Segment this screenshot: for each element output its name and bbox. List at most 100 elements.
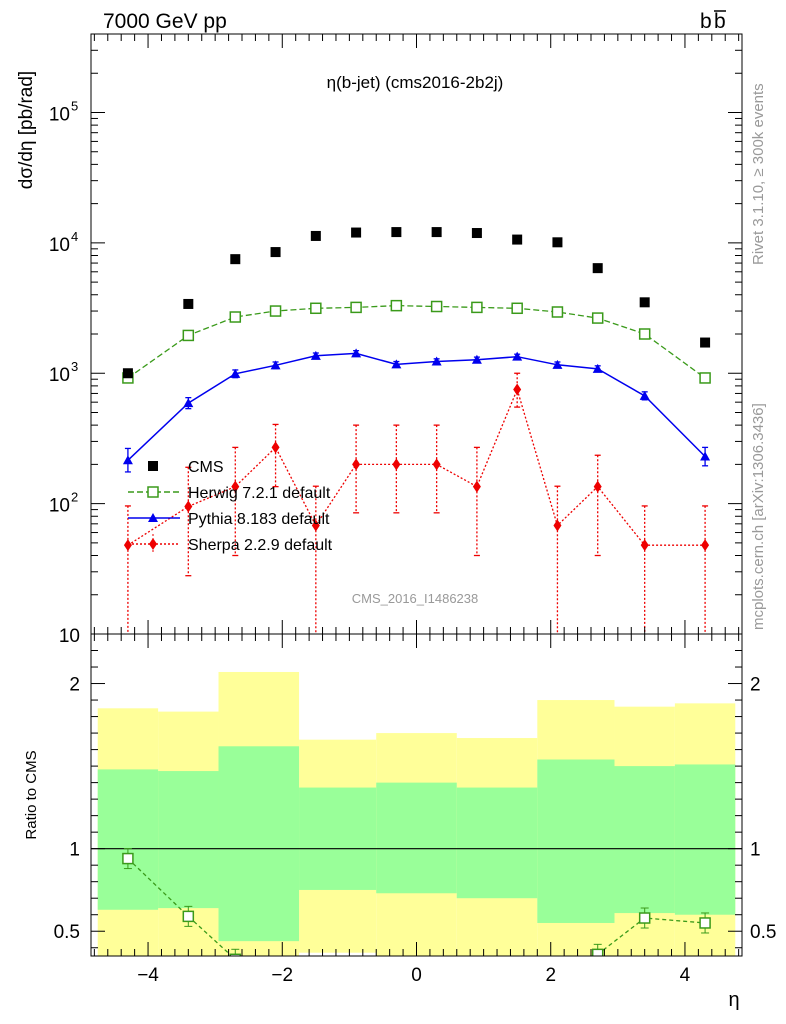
- ratio-y-tick-label: 1: [69, 840, 80, 861]
- y-axis-label: dσ/dη [pb/rad]: [16, 71, 37, 189]
- sherpa-point: [472, 480, 481, 493]
- sherpa-point: [513, 383, 522, 396]
- cms-point: [351, 227, 362, 238]
- herwig-point: [350, 301, 362, 314]
- x-tick-label: −2: [271, 965, 293, 986]
- sherpa-point: [593, 480, 602, 493]
- legend-sherpa-marker: [149, 538, 157, 550]
- x-tick-label: 4: [680, 965, 691, 986]
- mcplots-label: mcplots.cern.ch [arXiv:1306.3436]: [750, 403, 767, 630]
- sherpa-point: [123, 539, 132, 552]
- ratio-herwig-point: [638, 912, 651, 924]
- y-tick-exponent: 2: [71, 490, 78, 505]
- uncertainty-band-green: [456, 787, 538, 899]
- rivet-label: Rivet 3.1.10, ≥ 300k events: [750, 83, 767, 265]
- ratio-herwig-point: [182, 910, 195, 923]
- y-tick-label: 10: [49, 365, 70, 386]
- sherpa-line: [127, 387, 706, 546]
- pythia-point: [592, 363, 603, 373]
- uncertainty-band-green: [537, 759, 615, 923]
- cms-point: [512, 234, 523, 245]
- watermark: CMS_2016_I1486238: [352, 591, 479, 606]
- uncertainty-band-green: [376, 782, 457, 894]
- ratio-marks: [91, 671, 742, 956]
- energy-label: 7000 GeV pp: [103, 10, 227, 33]
- pythia-point: [552, 359, 563, 369]
- ratio-y-tick-label-right: 2: [750, 675, 761, 696]
- uncertainty-band-green: [97, 769, 159, 910]
- herwig-point: [182, 329, 195, 342]
- legend-pythia-label: Pythia 8.183 default: [188, 511, 330, 528]
- process-b: b: [700, 10, 712, 33]
- cms-point: [122, 368, 133, 379]
- pythia-point: [351, 348, 362, 358]
- main-marks: [122, 227, 711, 634]
- pythia-point: [122, 455, 133, 465]
- herwig-point: [310, 302, 322, 315]
- legend-herwig-label: Herwig 7.2.1 default: [188, 485, 331, 502]
- cms-point: [310, 230, 321, 241]
- sherpa-point: [311, 519, 320, 532]
- legend-cms-marker: [148, 461, 158, 471]
- ratio-herwig-point: [591, 948, 604, 956]
- cms-point: [700, 337, 711, 348]
- cms-point: [183, 298, 194, 309]
- process-label: b b: [700, 10, 726, 33]
- uncertainty-band-green: [218, 746, 300, 942]
- pythia-point: [431, 356, 442, 366]
- sherpa-point: [640, 539, 649, 552]
- cms-point: [471, 228, 482, 239]
- process-bbar: b: [714, 10, 726, 33]
- ratio-ticks: 0.5 0.5 1 1 2 2 −4 −2 0 2 4: [54, 634, 776, 986]
- herwig-point: [471, 301, 483, 314]
- ratio-y-tick-label-right: 0.5: [750, 922, 776, 943]
- chart-title: η(b-jet) (cms2016-2b2j): [327, 73, 504, 92]
- ratio-herwig-point: [229, 953, 242, 956]
- x-tick-label: 2: [545, 965, 556, 986]
- sherpa-point: [553, 519, 562, 532]
- herwig-point: [591, 312, 604, 324]
- ratio-herwig-line: [127, 858, 233, 956]
- legend-herwig-marker: [147, 486, 159, 498]
- pythia-point: [471, 354, 482, 364]
- x-tick-label: −4: [137, 965, 159, 986]
- cms-point: [230, 254, 241, 265]
- herwig-point: [390, 299, 403, 312]
- x-tick-label: 0: [411, 965, 422, 986]
- herwig-point: [430, 300, 443, 313]
- sherpa-point: [271, 441, 280, 454]
- herwig-line: [127, 304, 706, 379]
- sherpa-point: [392, 458, 401, 471]
- pythia-point: [639, 390, 650, 400]
- cms-point: [639, 297, 650, 308]
- y-tick-exponent: 5: [71, 98, 78, 113]
- ratio-y-label: Ratio to CMS: [23, 750, 40, 839]
- pythia-point: [700, 451, 711, 461]
- ratio-panel: 0.5 0.5 1 1 2 2 −4 −2 0 2 4 Ratio to CMS η: [23, 633, 776, 1011]
- pythia-point: [310, 350, 321, 360]
- herwig-point: [699, 372, 711, 384]
- pythia-point: [512, 351, 523, 361]
- sherpa-point: [184, 500, 193, 513]
- herwig-point: [229, 311, 242, 323]
- legend-cms-label: CMS: [188, 459, 224, 476]
- y-tick-exponent: 4: [71, 229, 78, 244]
- pythia-point: [230, 368, 241, 378]
- sherpa-point: [352, 458, 361, 471]
- pythia-point: [270, 360, 281, 370]
- ratio-y-tick-label: 2: [69, 675, 80, 696]
- cms-point: [552, 237, 563, 248]
- sherpa-point: [231, 480, 240, 493]
- legend-sherpa-label: Sherpa 2.2.9 default: [188, 537, 333, 554]
- herwig-point: [511, 302, 523, 315]
- sherpa-point: [432, 458, 441, 471]
- y-tick-exponent: 3: [71, 359, 78, 374]
- pythia-point: [183, 398, 194, 408]
- ratio-y-tick-label: 0.5: [54, 922, 80, 943]
- cms-point: [592, 263, 603, 274]
- legend-pythia-marker: [148, 513, 158, 522]
- cms-point: [270, 247, 281, 258]
